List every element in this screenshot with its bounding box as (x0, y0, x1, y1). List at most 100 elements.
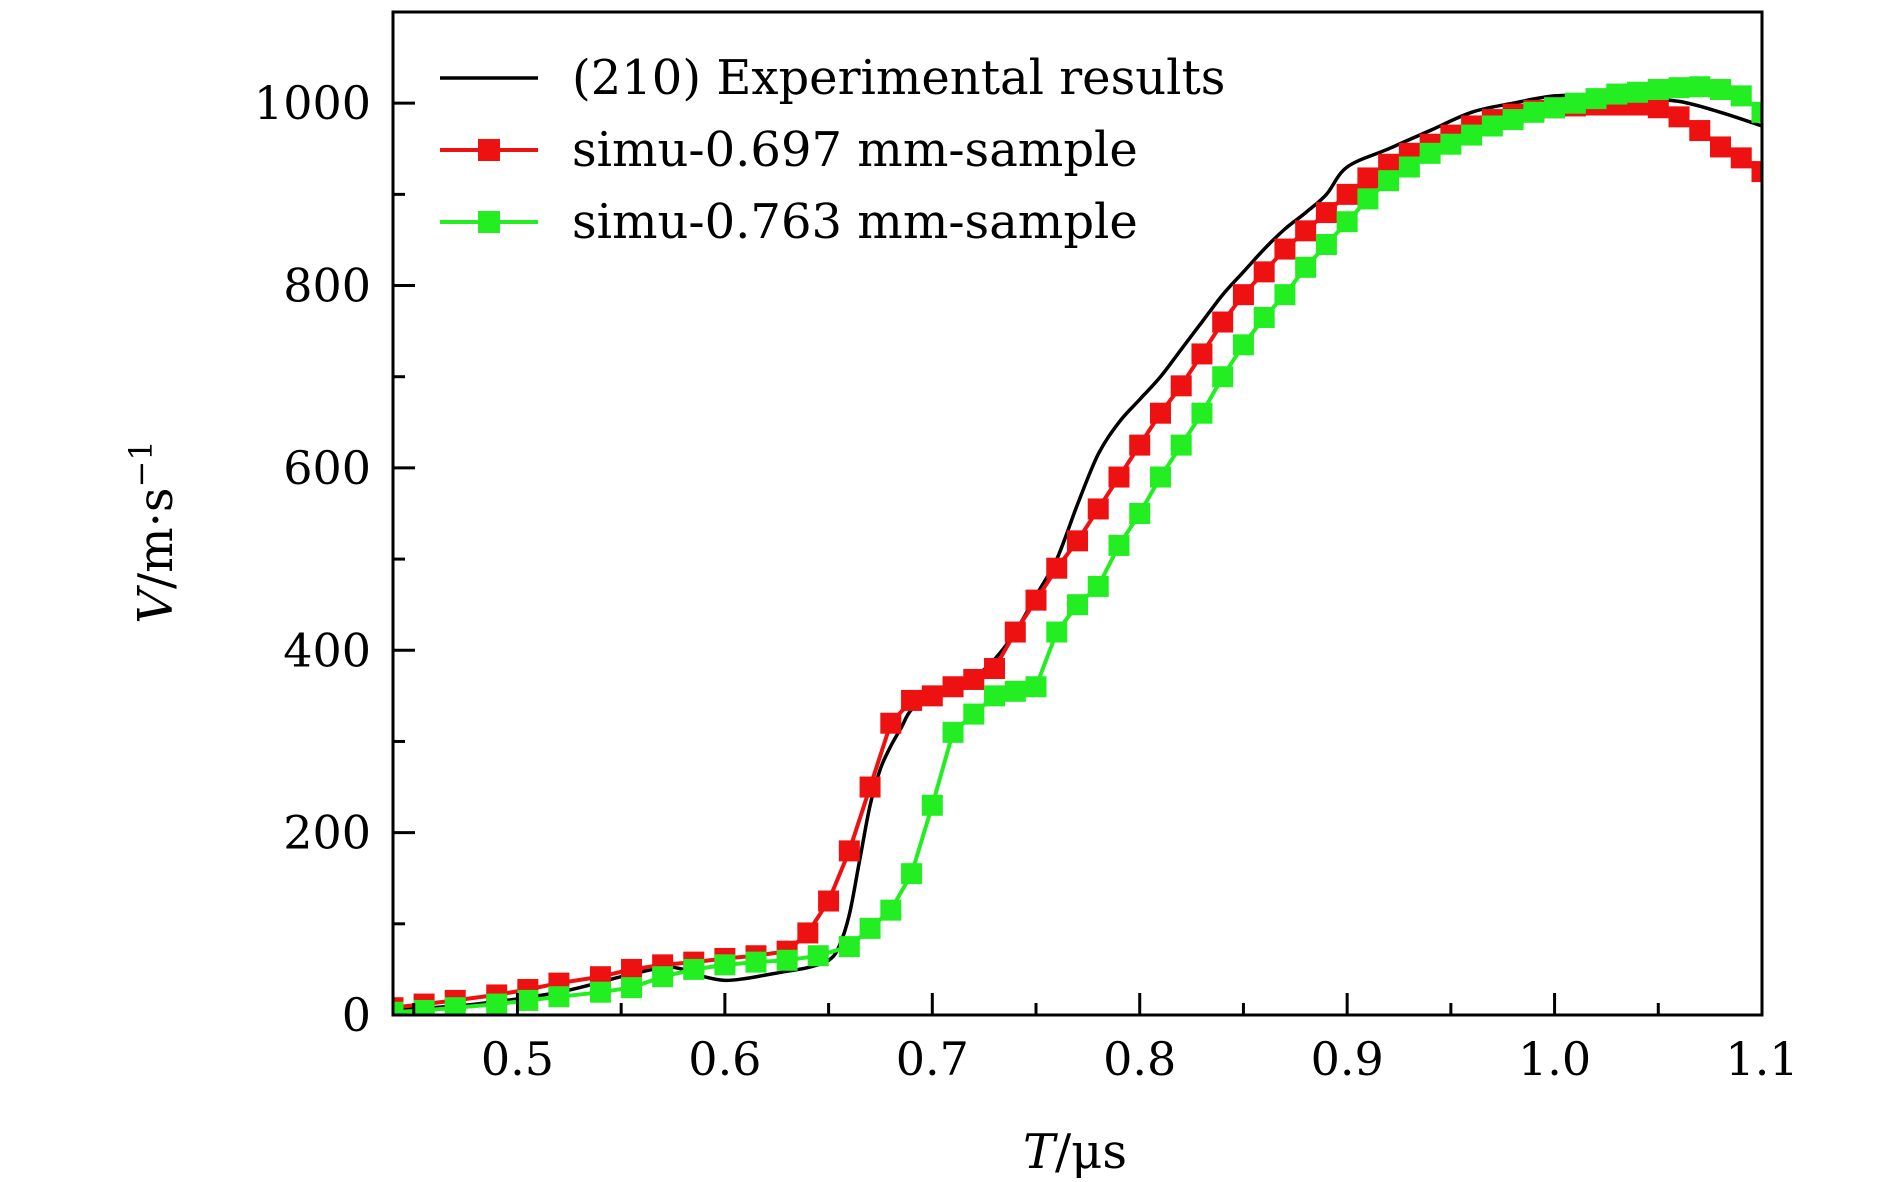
series-2-point (1004, 621, 1026, 643)
y-tick-label: 600 (283, 441, 371, 495)
axis-ticks (393, 10, 1764, 1017)
series-3-point (1544, 97, 1566, 119)
y-tick-label: 1000 (254, 76, 371, 130)
x-axis-variable: T (1023, 1124, 1058, 1180)
series-3-point (517, 989, 539, 1011)
series-3-point (1129, 503, 1151, 524)
series-3-point (1170, 434, 1192, 456)
series-2-point (1357, 167, 1379, 189)
series-2-point (1668, 106, 1690, 128)
y-axis-variable: V (128, 585, 184, 624)
series-2-point (880, 712, 902, 734)
series-3-point (1440, 133, 1462, 155)
series-3-point (1191, 402, 1213, 424)
series-3-point (1253, 306, 1275, 328)
series-3-point (1232, 334, 1254, 356)
series-3-point (444, 997, 466, 1015)
series-3-point (1585, 88, 1607, 110)
series-3-point (1046, 621, 1068, 643)
series-3-point (714, 954, 736, 976)
series-3-point (683, 958, 705, 980)
series-2-point (859, 776, 881, 798)
series-2-point (1253, 261, 1275, 283)
series-3-point (942, 721, 964, 743)
series-2-point (818, 890, 840, 912)
y-tick-label: 200 (283, 806, 371, 860)
series-3-point (838, 936, 860, 958)
series-3-point (1461, 124, 1483, 146)
series-3-point (859, 917, 881, 939)
series-3-point (776, 949, 798, 971)
x-axis-label: T/μs (1023, 1124, 1127, 1180)
series-3 (393, 76, 1762, 1015)
series-2-point (1067, 530, 1088, 552)
series-3-point (1751, 101, 1762, 123)
series-3-point (745, 951, 767, 973)
series-3-point (548, 986, 570, 1008)
series-3-point (1564, 92, 1586, 114)
series-3-point (1606, 83, 1628, 105)
legend-item: simu-0.697 mm-sample (440, 122, 1138, 178)
x-tick-label: 0.9 (1311, 1032, 1384, 1086)
y-axis-label: V/m·s−1 (122, 440, 184, 623)
series-3-point (880, 899, 902, 921)
legend-label: simu-0.763 mm-sample (572, 194, 1138, 250)
series-2-point (1647, 97, 1669, 119)
legend-swatch-marker (478, 139, 500, 161)
legend: (210) Experimental results simu-0.697 mm-… (440, 50, 1225, 250)
series-3-point (1627, 81, 1649, 103)
series-2-point (1232, 284, 1254, 306)
series-3-point (393, 1001, 404, 1015)
series-2-point (1315, 202, 1337, 224)
legend-label: simu-0.697 mm-sample (572, 122, 1138, 178)
series-3-point (1481, 115, 1503, 137)
series-2-point (1108, 466, 1130, 488)
x-tick-label: 1.1 (1725, 1032, 1798, 1086)
plot-series (393, 76, 1762, 1015)
y-tick-label: 800 (283, 259, 371, 313)
series-3-point (413, 999, 435, 1015)
series-2-point (1336, 183, 1358, 205)
series-3-point (1004, 680, 1026, 702)
series-3-point (1212, 366, 1234, 388)
series-2-point (963, 668, 985, 690)
series-2-point (1751, 161, 1762, 183)
legend-item: (210) Experimental results (440, 50, 1225, 106)
series-2-point (1170, 375, 1192, 397)
series-2-point (1191, 343, 1213, 365)
legend-item: simu-0.763 mm-sample (440, 194, 1138, 250)
x-tick-label: 0.6 (688, 1032, 761, 1086)
series-3-point (1668, 77, 1690, 99)
series-3-point (1378, 170, 1400, 192)
x-tick-label: 0.5 (481, 1032, 554, 1086)
series-3-point (901, 863, 923, 885)
series-3-point (1419, 142, 1441, 164)
series-2-point (901, 689, 923, 711)
series-3-point (589, 981, 611, 1003)
series-3-point (1647, 79, 1669, 101)
series-3-point (921, 794, 943, 816)
series-2-point (1149, 402, 1171, 424)
y-axis-unit-exponent: −1 (122, 440, 160, 487)
y-tick-label: 400 (283, 623, 371, 677)
x-axis-unit: /μs (1055, 1124, 1127, 1180)
series-2-point (984, 658, 1006, 680)
series-2-point (1730, 147, 1752, 169)
x-tick-label: 1.0 (1518, 1032, 1591, 1086)
series-2-point (621, 958, 643, 980)
series-3-point (1067, 594, 1088, 616)
series-3-point (652, 966, 674, 988)
series-3-point (1357, 188, 1379, 210)
y-axis-unit: /m·s (128, 487, 184, 589)
series-3-point (1025, 676, 1047, 698)
x-tick-label: 0.8 (1103, 1032, 1176, 1086)
series-3-point (1523, 101, 1545, 123)
series-2-point (1212, 311, 1234, 333)
series-3-point (1336, 211, 1358, 233)
series-2-point (838, 840, 860, 862)
series-3-point (1730, 85, 1752, 107)
legend-label: (210) Experimental results (572, 50, 1225, 106)
series-3-point (807, 945, 829, 967)
y-tick-label: 0 (342, 988, 371, 1042)
